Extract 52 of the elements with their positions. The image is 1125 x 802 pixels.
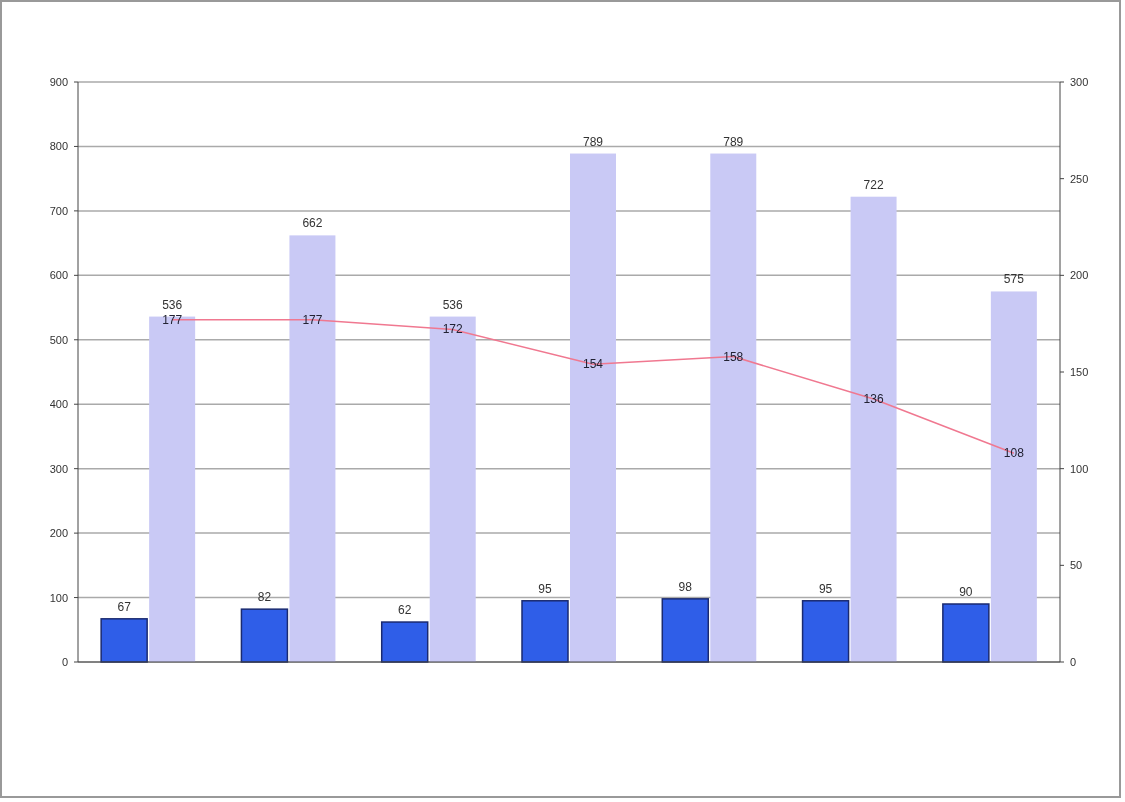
y2-tick-label: 50: [1070, 559, 1083, 572]
data-label: 172: [442, 322, 464, 337]
y-tick-label: 500: [49, 333, 68, 346]
y-tick-label: 400: [49, 398, 68, 411]
bar: [661, 598, 710, 663]
bar: [289, 235, 336, 662]
data-label: 67: [117, 599, 132, 614]
y-tick-label: 600: [49, 269, 68, 282]
bar: [149, 316, 196, 662]
y-tick-label: 100: [49, 591, 68, 604]
data-label: 98: [678, 579, 693, 594]
bar: [429, 316, 476, 662]
y2-tick-label: 200: [1070, 269, 1089, 282]
y-tick-label: 0: [61, 656, 68, 668]
y2-tick-label: 150: [1070, 366, 1089, 378]
data-label: 536: [442, 297, 464, 312]
bar: [801, 600, 850, 663]
data-label: 108: [1003, 446, 1025, 461]
bar: [710, 153, 757, 662]
data-label: 575: [1003, 272, 1025, 287]
y-tick-label: 300: [49, 462, 68, 475]
bar: [240, 608, 289, 663]
data-label: 789: [582, 134, 604, 149]
y-tick-label: 200: [49, 527, 68, 540]
data-label: 158: [723, 349, 744, 364]
data-label: 177: [302, 312, 323, 327]
bar: [850, 196, 897, 662]
y-tick-label: 700: [49, 204, 68, 217]
y-tick-label: 900: [49, 76, 68, 88]
bar: [521, 600, 569, 663]
data-label: 536: [162, 297, 183, 312]
data-label: 789: [723, 134, 744, 149]
bar: [380, 621, 429, 663]
bar: [570, 153, 616, 662]
bar: [100, 618, 148, 663]
data-label: 722: [863, 177, 884, 192]
data-label: 662: [302, 216, 323, 231]
data-label: 154: [582, 357, 604, 372]
data-label: 177: [162, 312, 183, 327]
y2-tick-label: 0: [1070, 656, 1077, 668]
y2-tick-label: 250: [1070, 172, 1089, 185]
data-label: 136: [863, 392, 884, 407]
data-label: 95: [818, 581, 833, 596]
bar: [990, 291, 1037, 662]
data-label: 90: [959, 585, 973, 599]
data-label: 82: [257, 590, 272, 605]
bar: [942, 603, 990, 663]
data-label: 95: [538, 581, 552, 596]
data-label: 62: [398, 603, 412, 618]
y2-tick-label: 100: [1070, 462, 1089, 475]
y2-tick-label: 300: [1070, 76, 1089, 88]
y-tick-label: 800: [49, 140, 68, 153]
